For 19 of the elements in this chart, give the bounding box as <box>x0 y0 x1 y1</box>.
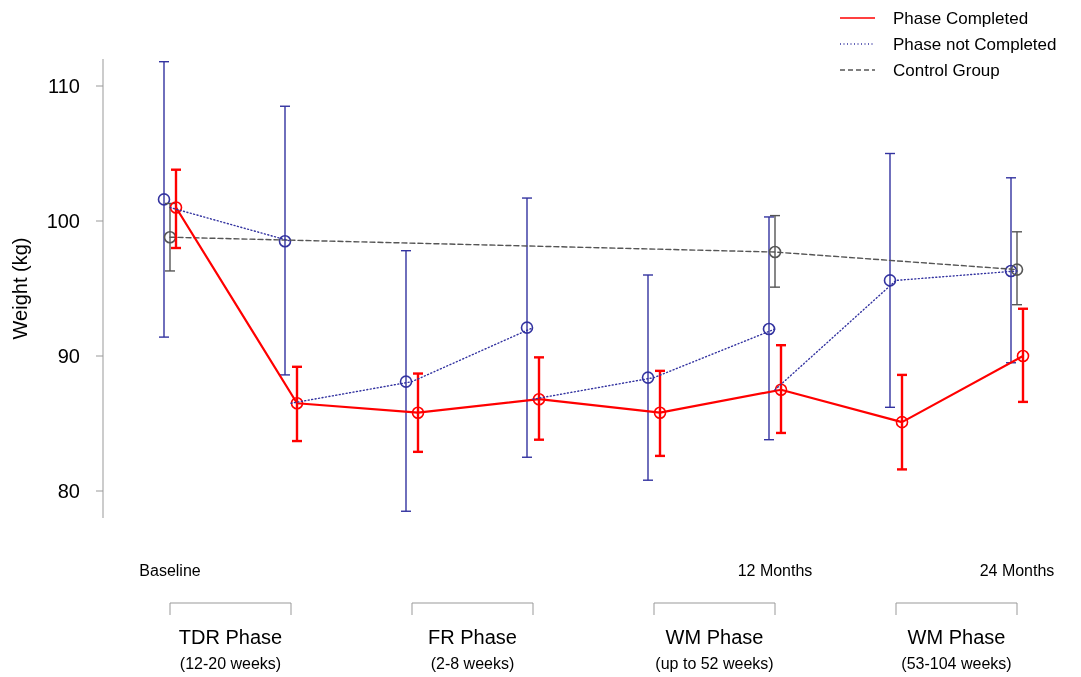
legend-label: Phase Completed <box>893 8 1029 28</box>
text: WM Phase <box>907 626 1006 648</box>
text: FR Phase <box>428 626 517 648</box>
text: WM Phase <box>665 626 764 648</box>
legend-label: Phase not Completed <box>893 34 1057 54</box>
legend-label: Control Group <box>893 60 1000 80</box>
text: (2-8 weeks) <box>430 655 515 672</box>
y-tick-label: 80 <box>57 480 80 502</box>
x-tick-label: 24 Months <box>979 562 1055 579</box>
y-axis-title: Weight (kg) <box>9 237 31 340</box>
text: (up to 52 weeks) <box>655 655 774 672</box>
text: TDR Phase <box>178 626 283 648</box>
text: (53-104 weeks) <box>901 655 1012 672</box>
x-tick-label: 12 Months <box>737 562 813 579</box>
x-tick-label: Baseline <box>139 562 201 579</box>
text: (12-20 weeks) <box>179 655 282 672</box>
y-tick-label: 90 <box>57 345 80 367</box>
y-tick-label: 100 <box>46 210 80 232</box>
y-tick-label: 110 <box>48 75 80 97</box>
